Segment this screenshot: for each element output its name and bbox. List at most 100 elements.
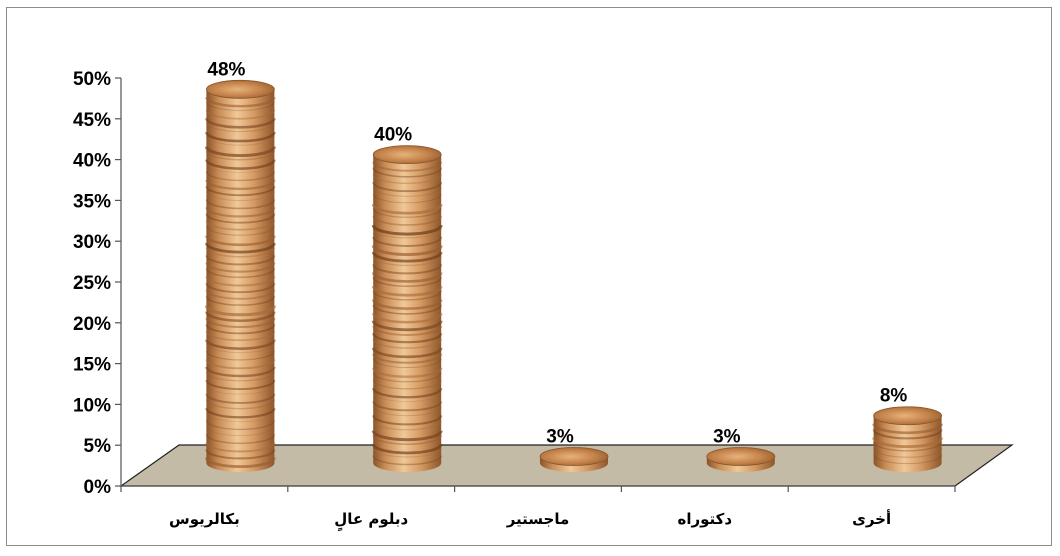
bar-body <box>206 89 275 473</box>
wood-grain <box>205 311 276 322</box>
wood-grain <box>205 449 276 460</box>
wood-grain <box>873 454 943 465</box>
bar-top <box>873 406 942 426</box>
wood-grain <box>205 150 276 161</box>
wood-grain <box>371 347 443 359</box>
wood-grain <box>372 367 443 378</box>
wood-grain <box>372 277 442 287</box>
data-label: 3% <box>546 427 574 448</box>
wood-grain <box>205 101 275 111</box>
wood-grain <box>205 289 276 300</box>
wood-grain <box>205 247 276 258</box>
x-axis-ticks <box>120 486 956 492</box>
wood-grain <box>372 264 443 275</box>
wood-grain <box>372 358 442 369</box>
wood-grain <box>205 339 276 350</box>
wood-grain <box>205 122 275 133</box>
wood-grain <box>372 372 442 383</box>
category-label: ماجستير <box>506 510 570 528</box>
wood-grain <box>205 371 276 382</box>
bar <box>371 145 443 473</box>
wood-grain <box>205 379 276 391</box>
wood-grain <box>371 312 443 324</box>
y-tick-label: 20% <box>73 314 111 335</box>
wood-grain <box>205 213 276 224</box>
wood-grain <box>372 392 442 402</box>
wood-grain <box>205 242 276 254</box>
wood-grain <box>205 324 276 335</box>
y-tick-label: 45% <box>73 110 111 131</box>
wood-grain <box>372 167 442 178</box>
bar-top <box>539 447 609 466</box>
category-label: دبلوم عالٍ <box>334 510 408 531</box>
wood-grain <box>205 442 276 453</box>
wood-grain <box>372 290 442 301</box>
wood-grain <box>205 235 276 247</box>
wood-grain <box>205 399 276 410</box>
wood-grain <box>205 412 275 423</box>
y-tick-label: 35% <box>73 191 111 212</box>
wood-grain <box>205 317 276 329</box>
wood-grain <box>372 208 442 218</box>
wood-grain <box>205 220 276 231</box>
category-label: أخرى <box>852 509 891 528</box>
wood-grain <box>372 447 442 458</box>
wood-grain <box>372 388 443 399</box>
wood-grain <box>205 117 276 129</box>
category-label: دكتوراه <box>678 510 733 528</box>
wood-grain <box>205 434 276 444</box>
wood-grain <box>372 379 442 390</box>
wood-grain <box>205 159 276 170</box>
wood-grain <box>371 245 443 256</box>
wood-grain <box>205 171 276 182</box>
wood-grain <box>372 455 442 466</box>
wood-grain <box>205 359 276 370</box>
bar <box>872 406 943 473</box>
bar <box>706 447 776 473</box>
wood-grain <box>872 429 943 440</box>
y-tick-label: 5% <box>84 436 112 457</box>
wood-grain <box>204 146 276 158</box>
data-labels: 48% 40% 3% 3% 8% <box>207 59 907 447</box>
wood-grain <box>372 401 443 412</box>
wood-grain <box>205 408 276 419</box>
wood-grain <box>371 430 443 442</box>
wood-grain <box>872 437 943 449</box>
bar-series <box>204 79 943 473</box>
wood-grain <box>372 304 443 315</box>
bar <box>539 447 609 472</box>
wood-grain <box>372 174 442 185</box>
wood-grain <box>205 295 276 306</box>
wood-grain <box>372 236 443 247</box>
wood-grain <box>205 199 276 210</box>
y-axis-ticks: 0% 5% 10% 15% 20% 25% 30% 35% 40% 45% 50% <box>73 69 121 498</box>
wood-grain <box>371 251 443 263</box>
wood-grain <box>372 161 443 172</box>
wood-grain <box>372 181 443 193</box>
wood-grain <box>205 343 275 353</box>
wood-grain <box>372 332 443 344</box>
wood-grain <box>372 338 442 349</box>
bar <box>204 79 276 473</box>
bar-top <box>205 79 275 99</box>
bar-top <box>372 145 442 165</box>
wood-grain <box>371 285 443 297</box>
bar-top <box>706 447 776 466</box>
wood-grain <box>205 426 275 437</box>
wood-grain <box>204 305 276 317</box>
wood-grain <box>205 163 275 173</box>
data-label: 48% <box>207 59 245 80</box>
wood-grain <box>372 256 442 267</box>
y-tick-label: 25% <box>73 273 111 294</box>
wood-grain <box>872 448 943 458</box>
wood-grain <box>872 441 943 452</box>
wood-grain <box>205 255 276 266</box>
wood-grain <box>371 443 443 455</box>
wood-grain <box>205 191 275 202</box>
wood-grain <box>371 203 443 215</box>
wood-grain <box>372 325 443 336</box>
wood-grain <box>205 282 276 294</box>
category-label: بكالريوس <box>169 510 240 528</box>
category-labels: بكالريوس دبلوم عالٍ ماجستير دكتوراه أخرى <box>169 509 891 531</box>
